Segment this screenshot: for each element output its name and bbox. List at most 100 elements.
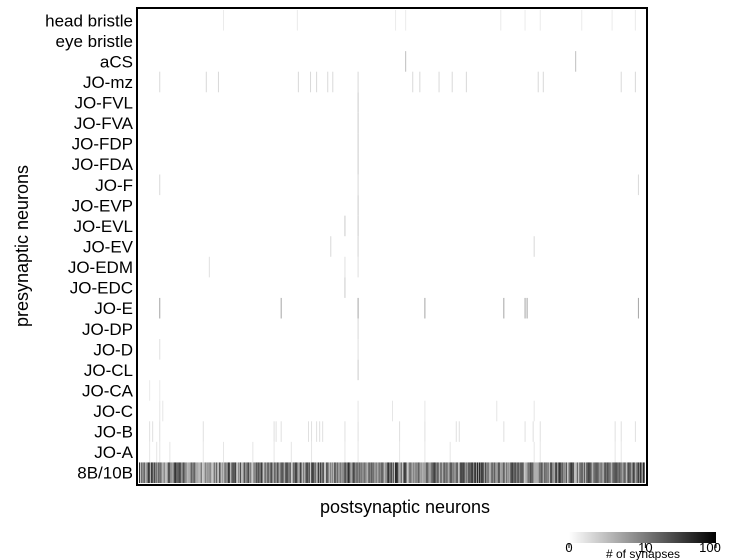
heatmap-cell: [311, 421, 313, 442]
heatmap-cell: [151, 462, 153, 483]
heatmap-cell: [348, 462, 350, 483]
heatmap-cell: [506, 462, 508, 483]
heatmap-cell: [437, 462, 439, 483]
heatmap-cell: [280, 297, 282, 319]
heatmap-cell: [468, 462, 470, 483]
heatmap-cell: [159, 174, 161, 196]
heatmap-cell: [187, 462, 189, 483]
heatmap-cell: [620, 421, 622, 442]
heatmap-cell: [381, 462, 383, 483]
heatmap-cell: [273, 462, 275, 483]
heatmap-cell: [458, 462, 460, 483]
heatmap-cell: [474, 462, 476, 483]
heatmap-cell: [576, 462, 578, 483]
heatmap-cell: [311, 441, 313, 463]
heatmap-cell: [257, 462, 259, 483]
heatmap-cell: [371, 462, 373, 483]
heatmap-cell: [626, 462, 628, 483]
heatmap-cell: [283, 462, 285, 483]
heatmap-cell: [182, 462, 184, 483]
y-tick-label: JO-E: [94, 299, 133, 318]
heatmap-cell: [231, 462, 233, 483]
heatmap-cell: [621, 462, 623, 483]
heatmap-cell: [332, 462, 334, 483]
heatmap-cell: [372, 462, 374, 483]
y-tick-label: head bristle: [45, 11, 133, 30]
heatmap-cell: [258, 462, 260, 483]
heatmap-cell: [541, 462, 543, 483]
heatmap-cell: [164, 462, 166, 483]
heatmap-cell: [601, 462, 603, 483]
heatmap-cell: [513, 462, 515, 483]
heatmap-cell: [202, 462, 204, 483]
heatmap-cell: [596, 462, 598, 483]
heatmap-cell: [597, 462, 599, 483]
heatmap-cell: [609, 462, 611, 483]
heatmap-cell: [217, 462, 219, 483]
heatmap-cell: [191, 462, 193, 483]
heatmap-cell: [227, 462, 229, 483]
heatmap-cell: [210, 462, 212, 483]
heatmap-cell: [535, 462, 537, 483]
heatmap-cell: [455, 421, 457, 442]
heatmap-cell: [298, 462, 300, 483]
heatmap-cell: [161, 462, 163, 483]
heatmap-cell: [589, 462, 591, 483]
heatmap-cell: [202, 421, 204, 442]
heatmap-cell: [449, 462, 451, 483]
heatmap-cell: [533, 400, 535, 422]
heatmap-cell: [433, 462, 435, 483]
heatmap-cell: [447, 462, 449, 483]
heatmap-cell: [509, 462, 511, 483]
heatmap-cell: [410, 462, 412, 483]
heatmap-cell: [640, 462, 642, 483]
heatmap-cell: [368, 462, 370, 483]
heatmap-cell: [496, 462, 498, 483]
heatmap-cell: [438, 462, 440, 483]
heatmap-cell: [508, 462, 510, 483]
heatmap-cell: [524, 297, 526, 319]
heatmap-cell: [511, 462, 513, 483]
y-tick-label: JO-FDA: [72, 155, 134, 174]
heatmap-cell: [252, 441, 254, 463]
heatmap-cell: [158, 462, 160, 483]
heatmap-cell: [230, 462, 232, 483]
heatmap-cell: [147, 462, 149, 483]
heatmap-cell: [304, 462, 306, 483]
heatmap-cell: [402, 462, 404, 483]
heatmap-cell: [208, 256, 210, 278]
heatmap-cell: [616, 462, 618, 483]
heatmap-cell: [559, 462, 561, 483]
heatmap-cell: [308, 421, 310, 442]
heatmap-cell: [302, 462, 304, 483]
heatmap-cell: [351, 462, 353, 483]
heatmap-cell: [316, 462, 318, 483]
heatmap-cell: [565, 462, 567, 483]
y-tick-label: JO-EV: [83, 238, 134, 257]
heatmap-cell: [466, 462, 468, 483]
heatmap-cell: [376, 462, 378, 483]
heatmap-cell: [573, 462, 575, 483]
heatmap-cell: [173, 462, 175, 483]
heatmap-cell: [586, 462, 588, 483]
heatmap-cell: [451, 71, 453, 93]
heatmap-cell: [477, 462, 479, 483]
heatmap-cell: [323, 462, 325, 483]
heatmap-cell: [490, 462, 492, 483]
heatmap-cell: [423, 462, 425, 483]
heatmap-cell: [394, 462, 396, 483]
heatmap-cell: [359, 462, 361, 483]
y-tick-label: JO-C: [93, 402, 133, 421]
heatmap-cell: [542, 462, 544, 483]
heatmap-cell: [354, 462, 356, 483]
heatmap-cell: [250, 462, 252, 483]
heatmap-cell: [344, 256, 346, 278]
heatmap-cell: [373, 462, 375, 483]
heatmap-cell: [156, 462, 158, 483]
heatmap-cell: [619, 462, 621, 483]
y-tick-label: JO-DP: [82, 320, 133, 339]
heatmap-cell: [545, 462, 547, 483]
heatmap-cell: [330, 236, 332, 257]
heatmap-cell: [269, 462, 271, 483]
heatmap-cell: [384, 462, 386, 483]
